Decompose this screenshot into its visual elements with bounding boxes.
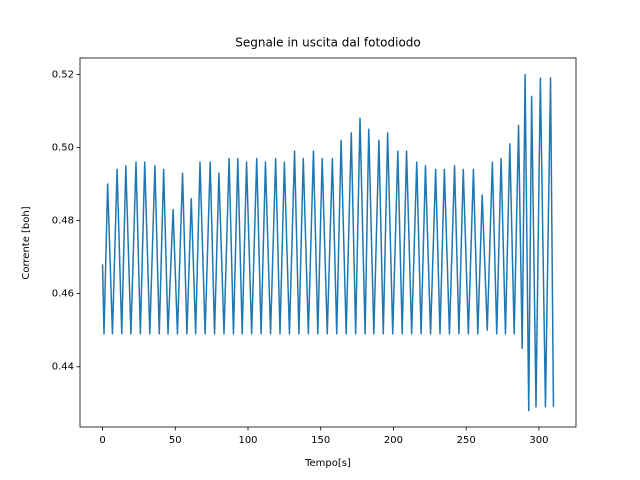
- x-tick-label: 300: [529, 435, 548, 446]
- x-tick-label: 150: [311, 435, 330, 446]
- x-tick-label: 100: [238, 435, 257, 446]
- y-tick-label: 0.44: [52, 362, 74, 373]
- x-axis-label: Tempo[s]: [304, 458, 351, 469]
- y-tick-label: 0.52: [52, 69, 74, 80]
- plot-frame: [79, 57, 577, 428]
- y-tick-label: 0.46: [52, 289, 74, 300]
- x-tick-label: 250: [457, 435, 476, 446]
- x-tick-label: 0: [99, 435, 105, 446]
- x-tick-label: 50: [169, 435, 182, 446]
- y-tick-label: 0.48: [52, 216, 74, 227]
- x-tick-label: 200: [384, 435, 403, 446]
- y-tick-label: 0.50: [52, 143, 74, 154]
- data-line: [101, 73, 555, 412]
- y-axis-label: Corrente [boh]: [21, 206, 32, 279]
- chart-title: Segnale in uscita dal fotodiodo: [235, 36, 421, 50]
